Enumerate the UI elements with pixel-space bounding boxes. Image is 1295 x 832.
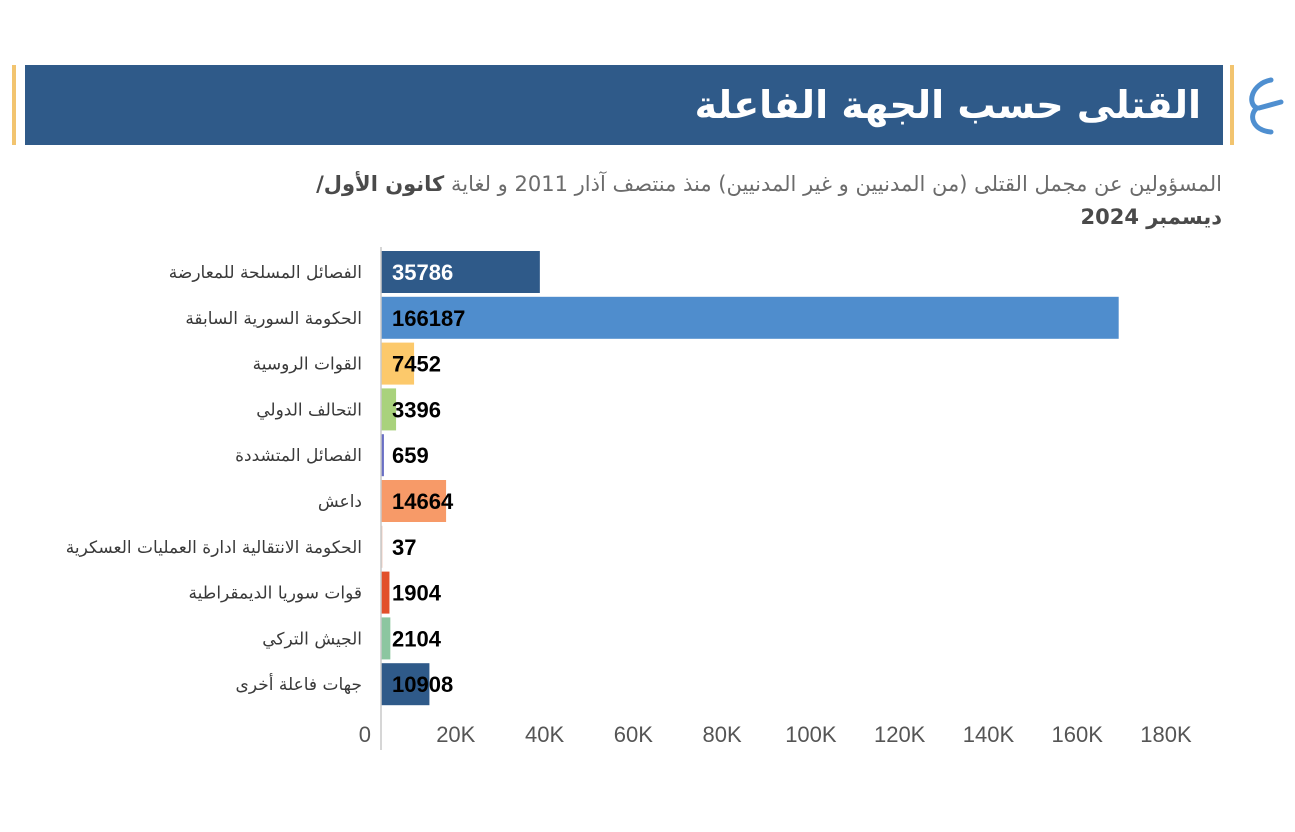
left-accent-rule — [12, 65, 16, 145]
data-label: 14664 — [392, 489, 454, 514]
x-tick-label: 80K — [703, 722, 742, 747]
bar — [381, 663, 430, 706]
category-label: الفصائل المتشددة — [235, 446, 362, 466]
data-label: 166187 — [392, 306, 465, 331]
x-tick-label: 180K — [1140, 722, 1192, 747]
bar — [381, 251, 540, 293]
x-tick-label: 120K — [874, 722, 926, 747]
data-label: 35786 — [392, 260, 453, 285]
category-label: داعش — [318, 492, 362, 512]
category-label: الجيش التركي — [262, 629, 362, 649]
bar — [381, 434, 384, 477]
category-label: القوات الروسية — [253, 355, 362, 375]
page-title: القتلى حسب الجهة الفاعلة — [694, 83, 1201, 127]
subtitle-text: المسؤولين عن مجمل القتلى (من المدنيين و … — [450, 172, 1222, 196]
category-label: جهات فاعلة أخرى — [236, 673, 362, 695]
category-label: الحكومة السورية السابقة — [185, 309, 362, 329]
chart-subtitle: المسؤولين عن مجمل القتلى (من المدنيين و … — [60, 168, 1222, 234]
brand-logo-icon — [1249, 77, 1284, 135]
bar — [381, 571, 390, 614]
bar — [381, 388, 397, 431]
category-label: الحكومة الانتقالية ادارة العمليات العسكر… — [66, 538, 362, 558]
x-tick-label: 140K — [963, 722, 1015, 747]
bar — [381, 480, 447, 522]
category-label: التحالف الدولي — [256, 400, 362, 420]
x-tick-label: 0 — [359, 722, 371, 747]
data-label: 2104 — [392, 626, 442, 651]
bar — [381, 342, 415, 385]
subtitle-bold-month: كانون الأول/ — [316, 172, 445, 196]
bar — [381, 296, 1119, 339]
x-tick-label: 40K — [525, 722, 564, 747]
category-label: الفصائل المسلحة للمعارضة — [169, 263, 362, 283]
data-label: 10908 — [392, 672, 453, 697]
subtitle-bold-year: ديسمبر 2024 — [1080, 205, 1222, 229]
data-label: 7452 — [392, 352, 441, 377]
x-tick-label: 160K — [1052, 722, 1104, 747]
data-label: 3396 — [392, 397, 441, 422]
x-tick-label: 20K — [436, 722, 475, 747]
x-tick-label: 60K — [614, 722, 653, 747]
category-label: قوات سوريا الديمقراطية — [189, 584, 362, 604]
data-label: 1904 — [392, 581, 442, 606]
bar — [381, 617, 391, 660]
title-bar: القتلى حسب الجهة الفاعلة — [25, 65, 1223, 145]
data-label: 37 — [392, 535, 416, 560]
x-tick-label: 100K — [785, 722, 837, 747]
right-accent-rule — [1230, 65, 1234, 145]
data-label: 659 — [392, 443, 429, 468]
